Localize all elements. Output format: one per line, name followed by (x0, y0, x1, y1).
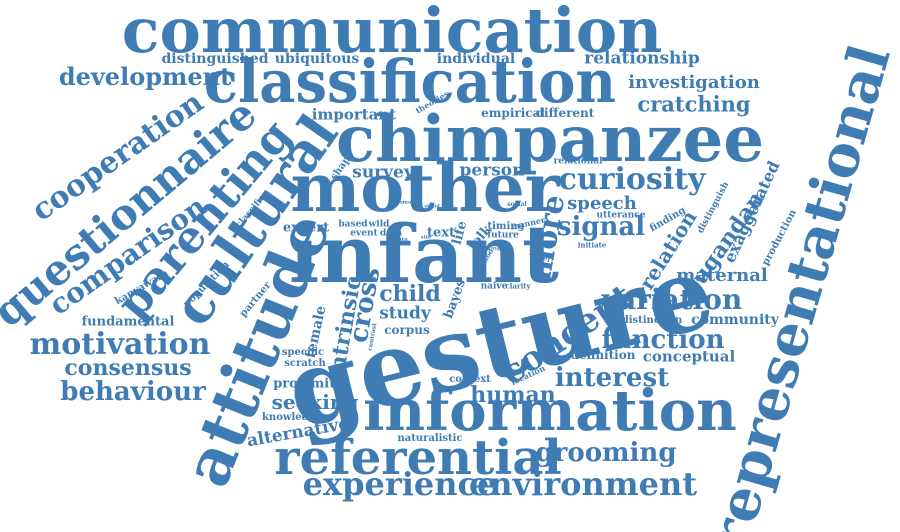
word-stand: stand (424, 203, 440, 210)
word-distinguished: distinguished (161, 51, 269, 67)
word-behaviour: behaviour (60, 377, 206, 407)
word-social: social (507, 201, 527, 208)
word-context: context (449, 374, 491, 385)
word-future: future (487, 230, 519, 241)
word-naive: naive (480, 281, 508, 292)
word-information: information (363, 378, 737, 444)
word-based: based (338, 219, 368, 230)
word-child: child (379, 281, 441, 307)
word-wild: wild (368, 219, 390, 230)
word-empirical: empirical (481, 106, 545, 120)
word-signal: signal (556, 212, 646, 242)
word-different: different (535, 106, 595, 120)
word-consensus: consensus (64, 355, 192, 381)
word-expert: expert (282, 220, 330, 236)
word-study: study (379, 303, 431, 324)
word-relational: relational (553, 156, 603, 167)
word-living: living (484, 245, 500, 252)
word-survey: survey (352, 162, 414, 183)
word-smart: smart (399, 199, 417, 206)
word-corpus: corpus (384, 323, 430, 337)
word-function: function (601, 325, 725, 355)
word-chimpanzee: chimpanzee (335, 102, 765, 177)
word-event: event (350, 228, 378, 239)
word-environment: environment (468, 465, 698, 503)
word-interest: interest (554, 363, 670, 393)
word-communication: communication (121, 0, 663, 67)
word-experience: experience (302, 465, 498, 503)
word-classification: classification (203, 47, 617, 117)
word-scratch: scratch (284, 358, 326, 369)
word-definition: definition (570, 348, 636, 362)
word-utterance: utterance (596, 210, 646, 221)
word-community: community (691, 312, 779, 328)
word-important: important (311, 105, 397, 124)
word-relationship: relationship (584, 48, 700, 69)
word-grooming: grooming (535, 438, 677, 468)
word-ubiquitous: ubiquitous (274, 51, 360, 67)
word-specific: specific (281, 347, 325, 358)
word-investigation: investigation (628, 72, 760, 93)
word-conceptual: conceptual (642, 347, 736, 366)
word-proximity: proximity (273, 376, 343, 392)
word-referential: referential (274, 430, 562, 486)
word-variation: variation (601, 283, 743, 316)
word-naturalistic: naturalistic (397, 433, 463, 444)
word-speech: speech (567, 193, 637, 214)
word-development: development (58, 62, 232, 91)
word-mother: mother (290, 149, 560, 227)
word-infant: infant (289, 207, 559, 301)
word-text: text (426, 225, 456, 241)
word-person: person (459, 160, 525, 181)
word-cratching: cratching (637, 91, 751, 117)
word-human: human (470, 382, 556, 408)
word-curiosity: curiosity (558, 162, 706, 197)
word-data: data (379, 228, 403, 239)
word-motivation: motivation (29, 327, 211, 362)
word-site: site (420, 234, 432, 241)
word-attn: attn (396, 236, 408, 243)
word-individual: individual (436, 51, 516, 67)
word-fundamental: fundamental (81, 314, 175, 330)
word-clarity: clarity (505, 281, 531, 291)
word-maternal: maternal (676, 265, 768, 286)
word-distinction: distinction (621, 315, 683, 326)
word-knowledge: knowledge (262, 412, 322, 423)
word-timing: timing (487, 221, 525, 232)
word-seeking: seeking (271, 390, 359, 414)
word-initiate: initiate (577, 240, 607, 250)
